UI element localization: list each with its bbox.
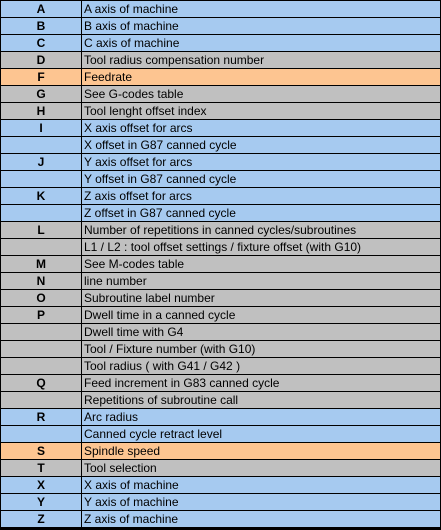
code-letter-cell: H [1,103,81,119]
code-description-cell: Tool / Fixture number (with G10) [82,341,440,357]
code-description-cell: See M-codes table [82,256,440,272]
table-row: Y offset in G87 canned cycle [0,170,441,187]
code-letter-cell: T [1,460,81,476]
table-row: Q Feed increment in G83 canned cycle [0,374,441,391]
code-description-cell: Z offset in G87 canned cycle [82,205,440,221]
code-letter-cell [1,205,81,221]
code-description-cell: Tool radius ( with G41 / G42 ) [82,358,440,374]
code-description-cell: Tool lenght offset index [82,103,440,119]
table-row: Tool / Fixture number (with G10) [0,340,441,357]
code-letter-cell: B [1,18,81,34]
code-description-cell: Tool selection [82,460,440,476]
code-description-cell: Canned cycle retract level [82,426,440,442]
code-letter-cell: L [1,222,81,238]
code-letter-cell [1,392,81,408]
code-letter-cell [1,324,81,340]
code-letter-cell: S [1,443,81,459]
table-row: L1 / L2 : tool offset settings / fixture… [0,238,441,255]
code-letter-cell [1,426,81,442]
table-row: S Spindle speed [0,442,441,459]
table-row: T Tool selection [0,459,441,476]
code-letter-cell [1,137,81,153]
code-description-cell: Spindle speed [82,443,440,459]
code-description-cell: Dwell time in a canned cycle [82,307,440,323]
code-description-cell: Y axis of machine [82,494,440,510]
code-letter-cell: N [1,273,81,289]
code-letter-cell [1,171,81,187]
table-row: D Tool radius compensation number [0,51,441,68]
code-letter-cell: Q [1,375,81,391]
code-letter-cell: X [1,477,81,493]
table-row: R Arc radius [0,408,441,425]
table-row: Repetitions of subroutine call [0,391,441,408]
code-description-cell: X axis offset for arcs [82,120,440,136]
table-row: F Feedrate [0,68,441,85]
code-description-cell: Dwell time with G4 [82,324,440,340]
code-description-cell: A axis of machine [82,1,440,17]
code-description-cell: Number of repetitions in canned cycles/s… [82,222,440,238]
code-description-cell: See G-codes table [82,86,440,102]
table-row: Z offset in G87 canned cycle [0,204,441,221]
table-row: Tool radius ( with G41 / G42 ) [0,357,441,374]
code-description-cell: L1 / L2 : tool offset settings / fixture… [82,239,440,255]
code-letter-cell [1,341,81,357]
code-letter-cell: Y [1,494,81,510]
table-row: X offset in G87 canned cycle [0,136,441,153]
table-row: M See M-codes table [0,255,441,272]
table-row: H Tool lenght offset index [0,102,441,119]
code-letter-cell: D [1,52,81,68]
table-row: Canned cycle retract level [0,425,441,442]
code-description-cell: line number [82,273,440,289]
code-description-cell: Feedrate [82,69,440,85]
code-letter-cell: R [1,409,81,425]
code-letter-cell: F [1,69,81,85]
code-letter-cell [1,239,81,255]
code-letter-cell: K [1,188,81,204]
code-description-cell: Feed increment in G83 canned cycle [82,375,440,391]
code-letter-cell: A [1,1,81,17]
code-letter-cell: I [1,120,81,136]
code-letter-cell: M [1,256,81,272]
code-letter-cell: P [1,307,81,323]
code-letter-cell: J [1,154,81,170]
code-description-cell: Subroutine label number [82,290,440,306]
code-letter-cell: C [1,35,81,51]
table-row: G See G-codes table [0,85,441,102]
code-description-cell: Repetitions of subroutine call [82,392,440,408]
code-description-cell: Z axis of machine [82,511,440,527]
code-description-cell: B axis of machine [82,18,440,34]
code-description-cell: Tool radius compensation number [82,52,440,68]
code-letter-cell: O [1,290,81,306]
code-description-cell: Y offset in G87 canned cycle [82,171,440,187]
table-row: O Subroutine label number [0,289,441,306]
code-letter-cell: G [1,86,81,102]
code-description-cell: X axis of machine [82,477,440,493]
code-letter-cell: Z [1,511,81,527]
table-row: P Dwell time in a canned cycle [0,306,441,323]
code-description-cell: Y axis offset for arcs [82,154,440,170]
table-row: L Number of repetitions in canned cycles/… [0,221,441,238]
code-letter-cell [1,358,81,374]
code-description-cell: Z axis offset for arcs [82,188,440,204]
code-description-cell: Arc radius [82,409,440,425]
code-description-cell: C axis of machine [82,35,440,51]
table-row: Dwell time with G4 [0,323,441,340]
code-description-cell: X offset in G87 canned cycle [82,137,440,153]
